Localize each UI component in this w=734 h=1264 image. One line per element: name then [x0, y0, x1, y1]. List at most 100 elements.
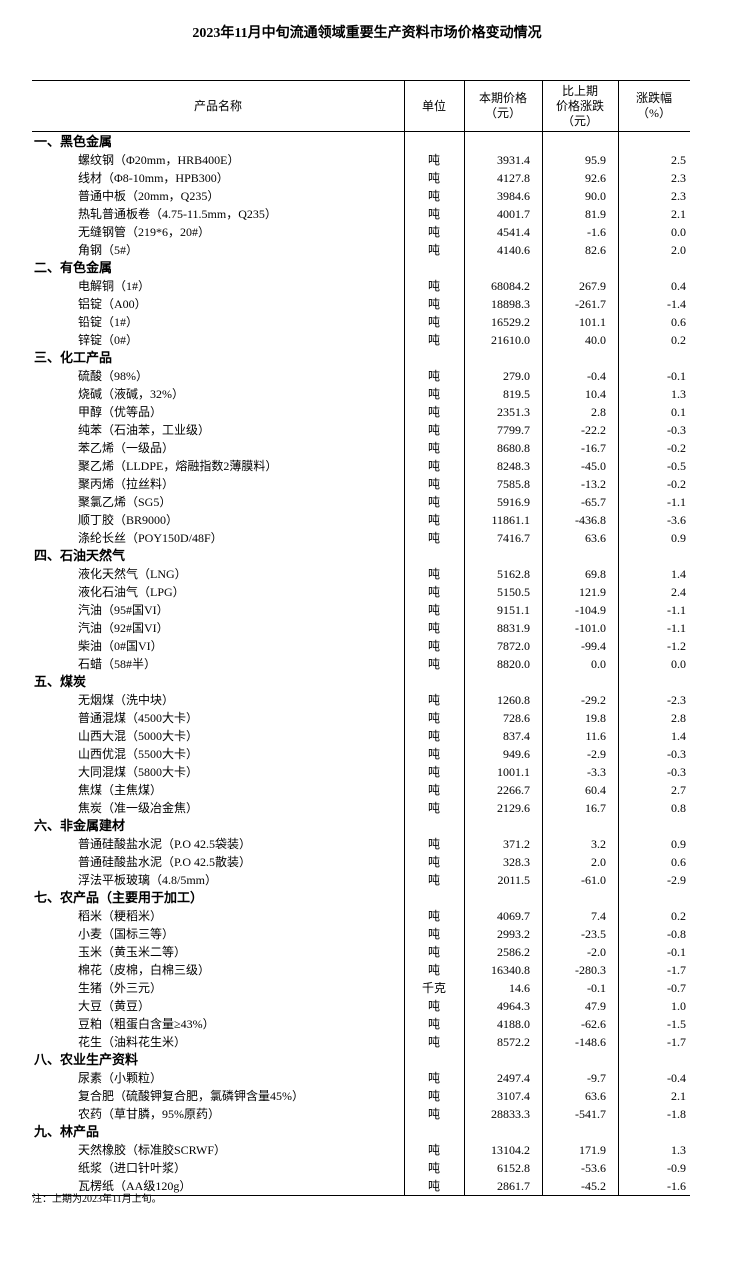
section-row: 五、煤炭 [32, 673, 690, 691]
current-price: 2497.4 [497, 1071, 530, 1085]
unit: 吨 [427, 621, 440, 635]
current-price: 18898.3 [491, 297, 530, 311]
current-price: 8572.2 [497, 1035, 530, 1049]
unit: 吨 [427, 441, 440, 455]
change-percent: 0.6 [671, 855, 686, 869]
unit: 吨 [427, 999, 440, 1013]
unit: 吨 [427, 945, 440, 959]
current-price: 5916.9 [497, 495, 530, 509]
product-name: 纸浆（进口针叶浆） [78, 1161, 187, 1175]
column-divider [404, 81, 405, 1195]
unit: 吨 [427, 207, 440, 221]
unit: 吨 [427, 189, 440, 203]
product-name: 液化石油气（LPG） [78, 585, 185, 599]
change-percent: -0.1 [667, 369, 686, 383]
price-change: 19.8 [585, 711, 606, 725]
price-change: -261.7 [575, 297, 606, 311]
price-change: -99.4 [581, 639, 606, 653]
price-change: -23.5 [581, 927, 606, 941]
price-change: -280.3 [575, 963, 606, 977]
current-price: 2011.5 [497, 873, 530, 887]
product-name: 生猪（外三元） [78, 981, 163, 995]
price-change: 95.9 [585, 153, 606, 167]
unit: 吨 [427, 909, 440, 923]
table-row: 铅锭（1#） 吨 16529.2 101.1 0.6 [32, 313, 690, 331]
table-row: 液化石油气（LPG） 吨 5150.5 121.9 2.4 [32, 583, 690, 601]
current-price: 7585.8 [497, 477, 530, 491]
unit: 吨 [427, 459, 440, 473]
product-name: 聚氯乙烯（SG5） [78, 495, 172, 509]
header-price-line: 本期价格 [478, 91, 527, 105]
current-price: 14.6 [509, 981, 530, 995]
product-name: 液化天然气（LNG） [78, 567, 187, 581]
table-row: 复合肥（硫酸钾复合肥，氯磷钾含量45%） 吨 3107.4 63.6 2.1 [32, 1087, 690, 1105]
table-row: 小麦（国标三等） 吨 2993.2 -23.5 -0.8 [32, 925, 690, 943]
current-price: 68084.2 [491, 279, 530, 293]
price-change: 60.4 [585, 783, 606, 797]
unit: 吨 [427, 1089, 440, 1103]
table-row: 棉花（皮棉，白棉三级） 吨 16340.8 -280.3 -1.7 [32, 961, 690, 979]
current-price: 4140.6 [497, 243, 530, 257]
current-price: 13104.2 [491, 1143, 530, 1157]
current-price: 9151.1 [497, 603, 530, 617]
table-row: 烧碱（液碱，32%） 吨 819.5 10.4 1.3 [32, 385, 690, 403]
change-percent: 0.9 [671, 531, 686, 545]
product-name: 铅锭（1#） [78, 315, 139, 329]
unit: 吨 [427, 1107, 440, 1121]
table-row: 顺丁胶（BR9000） 吨 11861.1 -436.8 -3.6 [32, 511, 690, 529]
price-change: 16.7 [585, 801, 606, 815]
section-title: 五、煤炭 [34, 674, 87, 689]
column-divider [542, 81, 543, 1195]
unit: 吨 [427, 567, 440, 581]
product-name: 山西优混（5500大卡） [78, 747, 199, 761]
unit: 吨 [427, 243, 440, 257]
price-change: 47.9 [585, 999, 606, 1013]
unit: 吨 [427, 801, 440, 815]
product-name: 硫酸（98%） [78, 369, 148, 383]
price-change: -22.2 [581, 423, 606, 437]
change-percent: -2.3 [667, 693, 686, 707]
change-percent: -1.8 [667, 1107, 686, 1121]
table-row: 无缝钢管（219*6，20#） 吨 4541.4 -1.6 0.0 [32, 223, 690, 241]
current-price: 7872.0 [497, 639, 530, 653]
unit: 吨 [427, 405, 440, 419]
price-change: 90.0 [585, 189, 606, 203]
product-name: 锌锭（0#） [78, 333, 139, 347]
price-change: -16.7 [581, 441, 606, 455]
change-percent: 2.3 [671, 171, 686, 185]
change-percent: -0.2 [667, 441, 686, 455]
page-title: 2023年11月中旬流通领域重要生产资料市场价格变动情况 [192, 26, 542, 41]
current-price: 6152.8 [497, 1161, 530, 1175]
change-percent: 1.3 [671, 1143, 686, 1157]
change-percent: 0.8 [671, 801, 686, 815]
price-change: 40.0 [585, 333, 606, 347]
product-name: 普通硅酸盐水泥（P.O 42.5袋装） [78, 837, 252, 851]
table-row: 汽油（95#国VI） 吨 9151.1 -104.9 -1.1 [32, 601, 690, 619]
price-change: 267.9 [579, 279, 606, 293]
table-row: 纯苯（石油苯，工业级） 吨 7799.7 -22.2 -0.3 [32, 421, 690, 439]
product-name: 大同混煤（5800大卡） [78, 765, 199, 779]
change-percent: -1.1 [667, 495, 686, 509]
section-row: 四、石油天然气 [32, 547, 690, 565]
table-row: 普通中板（20mm，Q235） 吨 3984.6 90.0 2.3 [32, 187, 690, 205]
table-row: 焦炭（准一级冶金焦） 吨 2129.6 16.7 0.8 [32, 799, 690, 817]
change-percent: 1.4 [671, 567, 686, 581]
current-price: 3931.4 [497, 153, 530, 167]
unit: 吨 [427, 1071, 440, 1085]
current-price: 1001.1 [497, 765, 530, 779]
change-percent: 0.2 [671, 333, 686, 347]
current-price: 8680.8 [497, 441, 530, 455]
price-change: 63.6 [585, 531, 606, 545]
product-name: 小麦（国标三等） [78, 927, 175, 941]
table-row: 电解铜（1#） 吨 68084.2 267.9 0.4 [32, 277, 690, 295]
table-row: 大同混煤（5800大卡） 吨 1001.1 -3.3 -0.3 [32, 763, 690, 781]
unit: 吨 [427, 1017, 440, 1031]
unit: 吨 [427, 387, 440, 401]
product-name: 螺纹钢（Φ20mm，HRB400E） [78, 153, 240, 167]
change-percent: 0.1 [671, 405, 686, 419]
change-percent: 2.5 [671, 153, 686, 167]
table-row: 纸浆（进口针叶浆） 吨 6152.8 -53.6 -0.9 [32, 1159, 690, 1177]
product-name: 涤纶长丝（POY150D/48F） [78, 531, 223, 545]
unit: 吨 [427, 747, 440, 761]
unit: 吨 [427, 1161, 440, 1175]
